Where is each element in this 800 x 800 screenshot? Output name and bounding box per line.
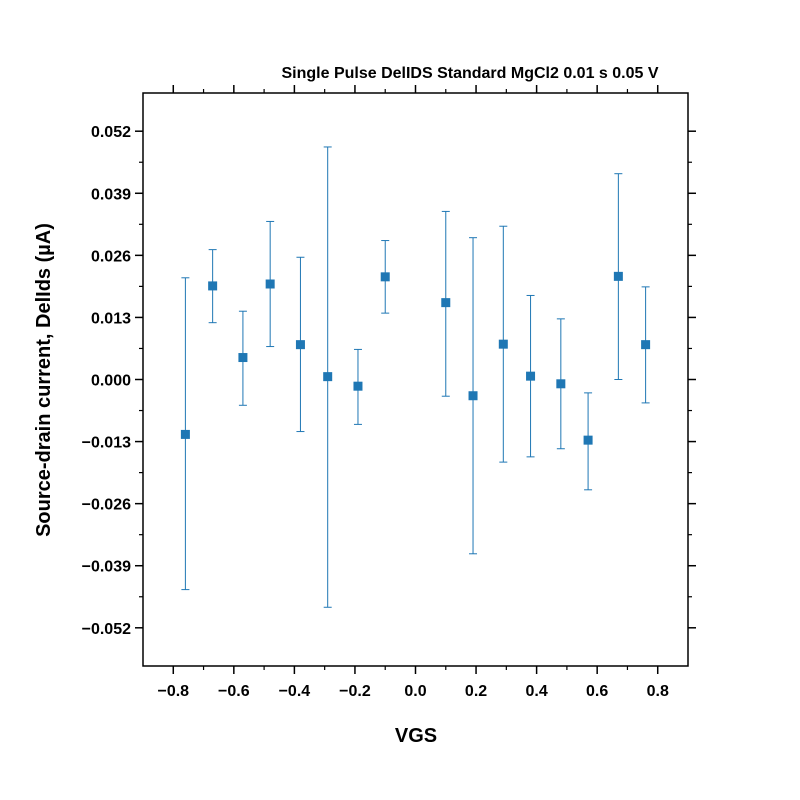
axis-ticks bbox=[135, 85, 696, 674]
data-point bbox=[441, 298, 451, 308]
y-tick-label: −0.013 bbox=[82, 435, 131, 452]
data-point bbox=[526, 371, 536, 381]
y-tick-label: 0.013 bbox=[91, 310, 131, 327]
x-tick-label: −0.6 bbox=[218, 683, 250, 700]
data-point bbox=[641, 340, 651, 350]
x-tick-labels: −0.8 −0.6 −0.4 −0.2 0.0 0.2 0.4 0.6 0.8 bbox=[157, 683, 668, 700]
data-point bbox=[180, 429, 190, 439]
x-axis-label: VGS bbox=[395, 725, 437, 747]
x-tick-label: −0.4 bbox=[279, 683, 311, 700]
x-tick-label: 0.8 bbox=[647, 683, 669, 700]
y-tick-label: 0.039 bbox=[91, 186, 131, 203]
data-markers bbox=[180, 271, 651, 445]
data-point bbox=[208, 281, 218, 291]
y-tick-label: −0.052 bbox=[82, 621, 131, 638]
y-tick-label: 0.052 bbox=[91, 124, 131, 141]
chart-title: Single Pulse DelIDS Standard MgCl2 0.01 … bbox=[281, 65, 658, 82]
y-tick-labels: 0.052 0.039 0.026 0.013 0.000 −0.013 −0.026 −0.… bbox=[82, 124, 131, 638]
x-tick-label: 0.0 bbox=[404, 683, 426, 700]
data-point bbox=[295, 340, 305, 350]
x-tick-label: −0.8 bbox=[157, 683, 189, 700]
data-point bbox=[583, 435, 593, 445]
y-tick-label: 0.000 bbox=[91, 373, 131, 390]
x-tick-label: 0.4 bbox=[525, 683, 547, 700]
data-point bbox=[468, 391, 478, 401]
x-tick-label: 0.2 bbox=[465, 683, 487, 700]
data-point bbox=[556, 379, 566, 389]
data-point bbox=[238, 353, 248, 363]
data-point bbox=[380, 272, 390, 282]
error-bars bbox=[181, 146, 650, 608]
y-tick-label: −0.026 bbox=[82, 497, 131, 514]
data-point bbox=[323, 372, 333, 382]
data-point bbox=[265, 279, 275, 289]
plot-frame bbox=[142, 92, 689, 667]
data-point bbox=[498, 339, 508, 349]
y-axis-label: Source-drain current, DelIds (µA) bbox=[33, 223, 55, 537]
data-point bbox=[353, 381, 363, 391]
y-tick-label: −0.039 bbox=[82, 559, 131, 576]
x-tick-label: −0.2 bbox=[339, 683, 371, 700]
x-tick-label: 0.6 bbox=[586, 683, 608, 700]
y-tick-label: 0.026 bbox=[91, 248, 131, 265]
data-point bbox=[613, 271, 623, 281]
